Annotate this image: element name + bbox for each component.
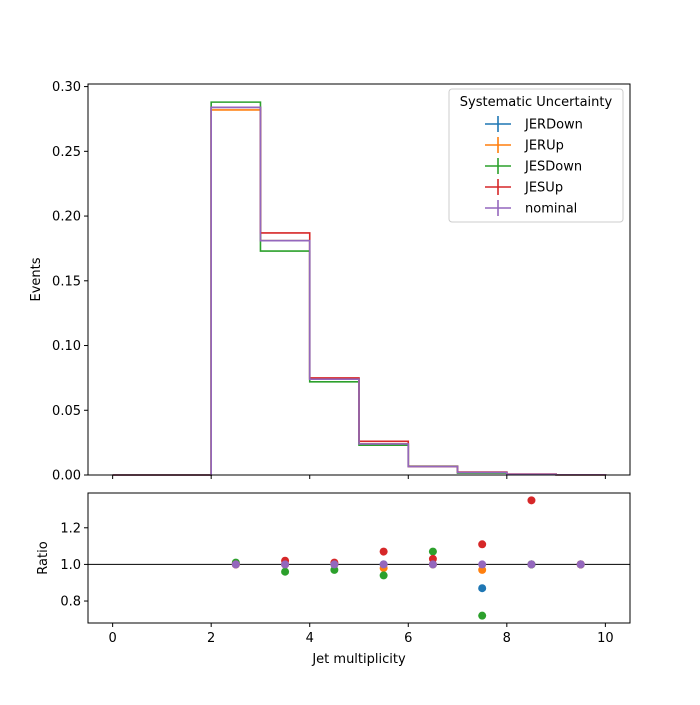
ratio-point-JESDown (428, 547, 437, 556)
legend-entry-label: JERUp (524, 139, 564, 154)
ratio-point-nominal (478, 560, 487, 569)
legend-entry-label: JERDown (524, 118, 583, 133)
x-tick-label: 10 (597, 631, 614, 646)
ratio-point-JESDown (330, 565, 339, 574)
legend-entry-label: nominal (525, 202, 577, 217)
ratio-point-JESDown (478, 611, 487, 620)
ratio-point-JESUp (527, 496, 536, 505)
top-y-tick-label: 0.25 (52, 145, 81, 160)
ratio-point-JESUp (478, 540, 487, 549)
ratio-y-tick-label: 0.8 (60, 595, 81, 610)
top-y-axis-label: Events (29, 257, 44, 301)
ratio-point-nominal (231, 560, 240, 569)
ratio-point-JERUp (478, 565, 487, 574)
x-tick-label: 0 (108, 631, 116, 646)
x-axis-label: Jet multiplicity (311, 652, 406, 667)
ratio-point-JESDown (379, 571, 388, 580)
hist-step-nominal (112, 106, 607, 476)
ratio-point-JESUp (428, 554, 437, 563)
ratio-y-tick-label: 1.0 (60, 558, 81, 573)
ratio-y-tick-label: 1.2 (60, 521, 81, 536)
ratio-plot-frame (87, 492, 631, 624)
top-y-tick-label: 0.15 (52, 274, 81, 289)
legend-box (448, 88, 624, 223)
legend-entry-label: JESUp (524, 181, 563, 196)
x-tick-label: 6 (404, 631, 412, 646)
top-y-tick-label: 0.05 (52, 404, 81, 419)
x-tick-label: 8 (503, 631, 511, 646)
ratio-point-nominal (576, 560, 585, 569)
top-y-tick-label: 0.10 (52, 339, 81, 354)
x-tick-label: 4 (306, 631, 314, 646)
x-tick-label: 2 (207, 631, 215, 646)
ratio-point-nominal (379, 560, 388, 569)
ratio-point-JERDown (478, 584, 487, 593)
legend-entry-label: JESDown (524, 160, 582, 175)
top-y-tick-label: 0.20 (52, 210, 81, 225)
legend-title: Systematic Uncertainty (460, 95, 613, 110)
ratio-point-nominal (527, 560, 536, 569)
ratio-point-nominal (281, 560, 290, 569)
top-y-tick-label: 0.00 (52, 469, 81, 484)
ratio-y-axis-label: Ratio (36, 541, 51, 574)
ratio-point-nominal (330, 560, 339, 569)
ratio-point-JESUp (379, 547, 388, 556)
ratio-point-JESDown (281, 567, 290, 576)
top-y-tick-label: 0.30 (52, 80, 81, 95)
top-plot-frame (87, 83, 631, 476)
ratio-point-nominal (428, 560, 437, 569)
